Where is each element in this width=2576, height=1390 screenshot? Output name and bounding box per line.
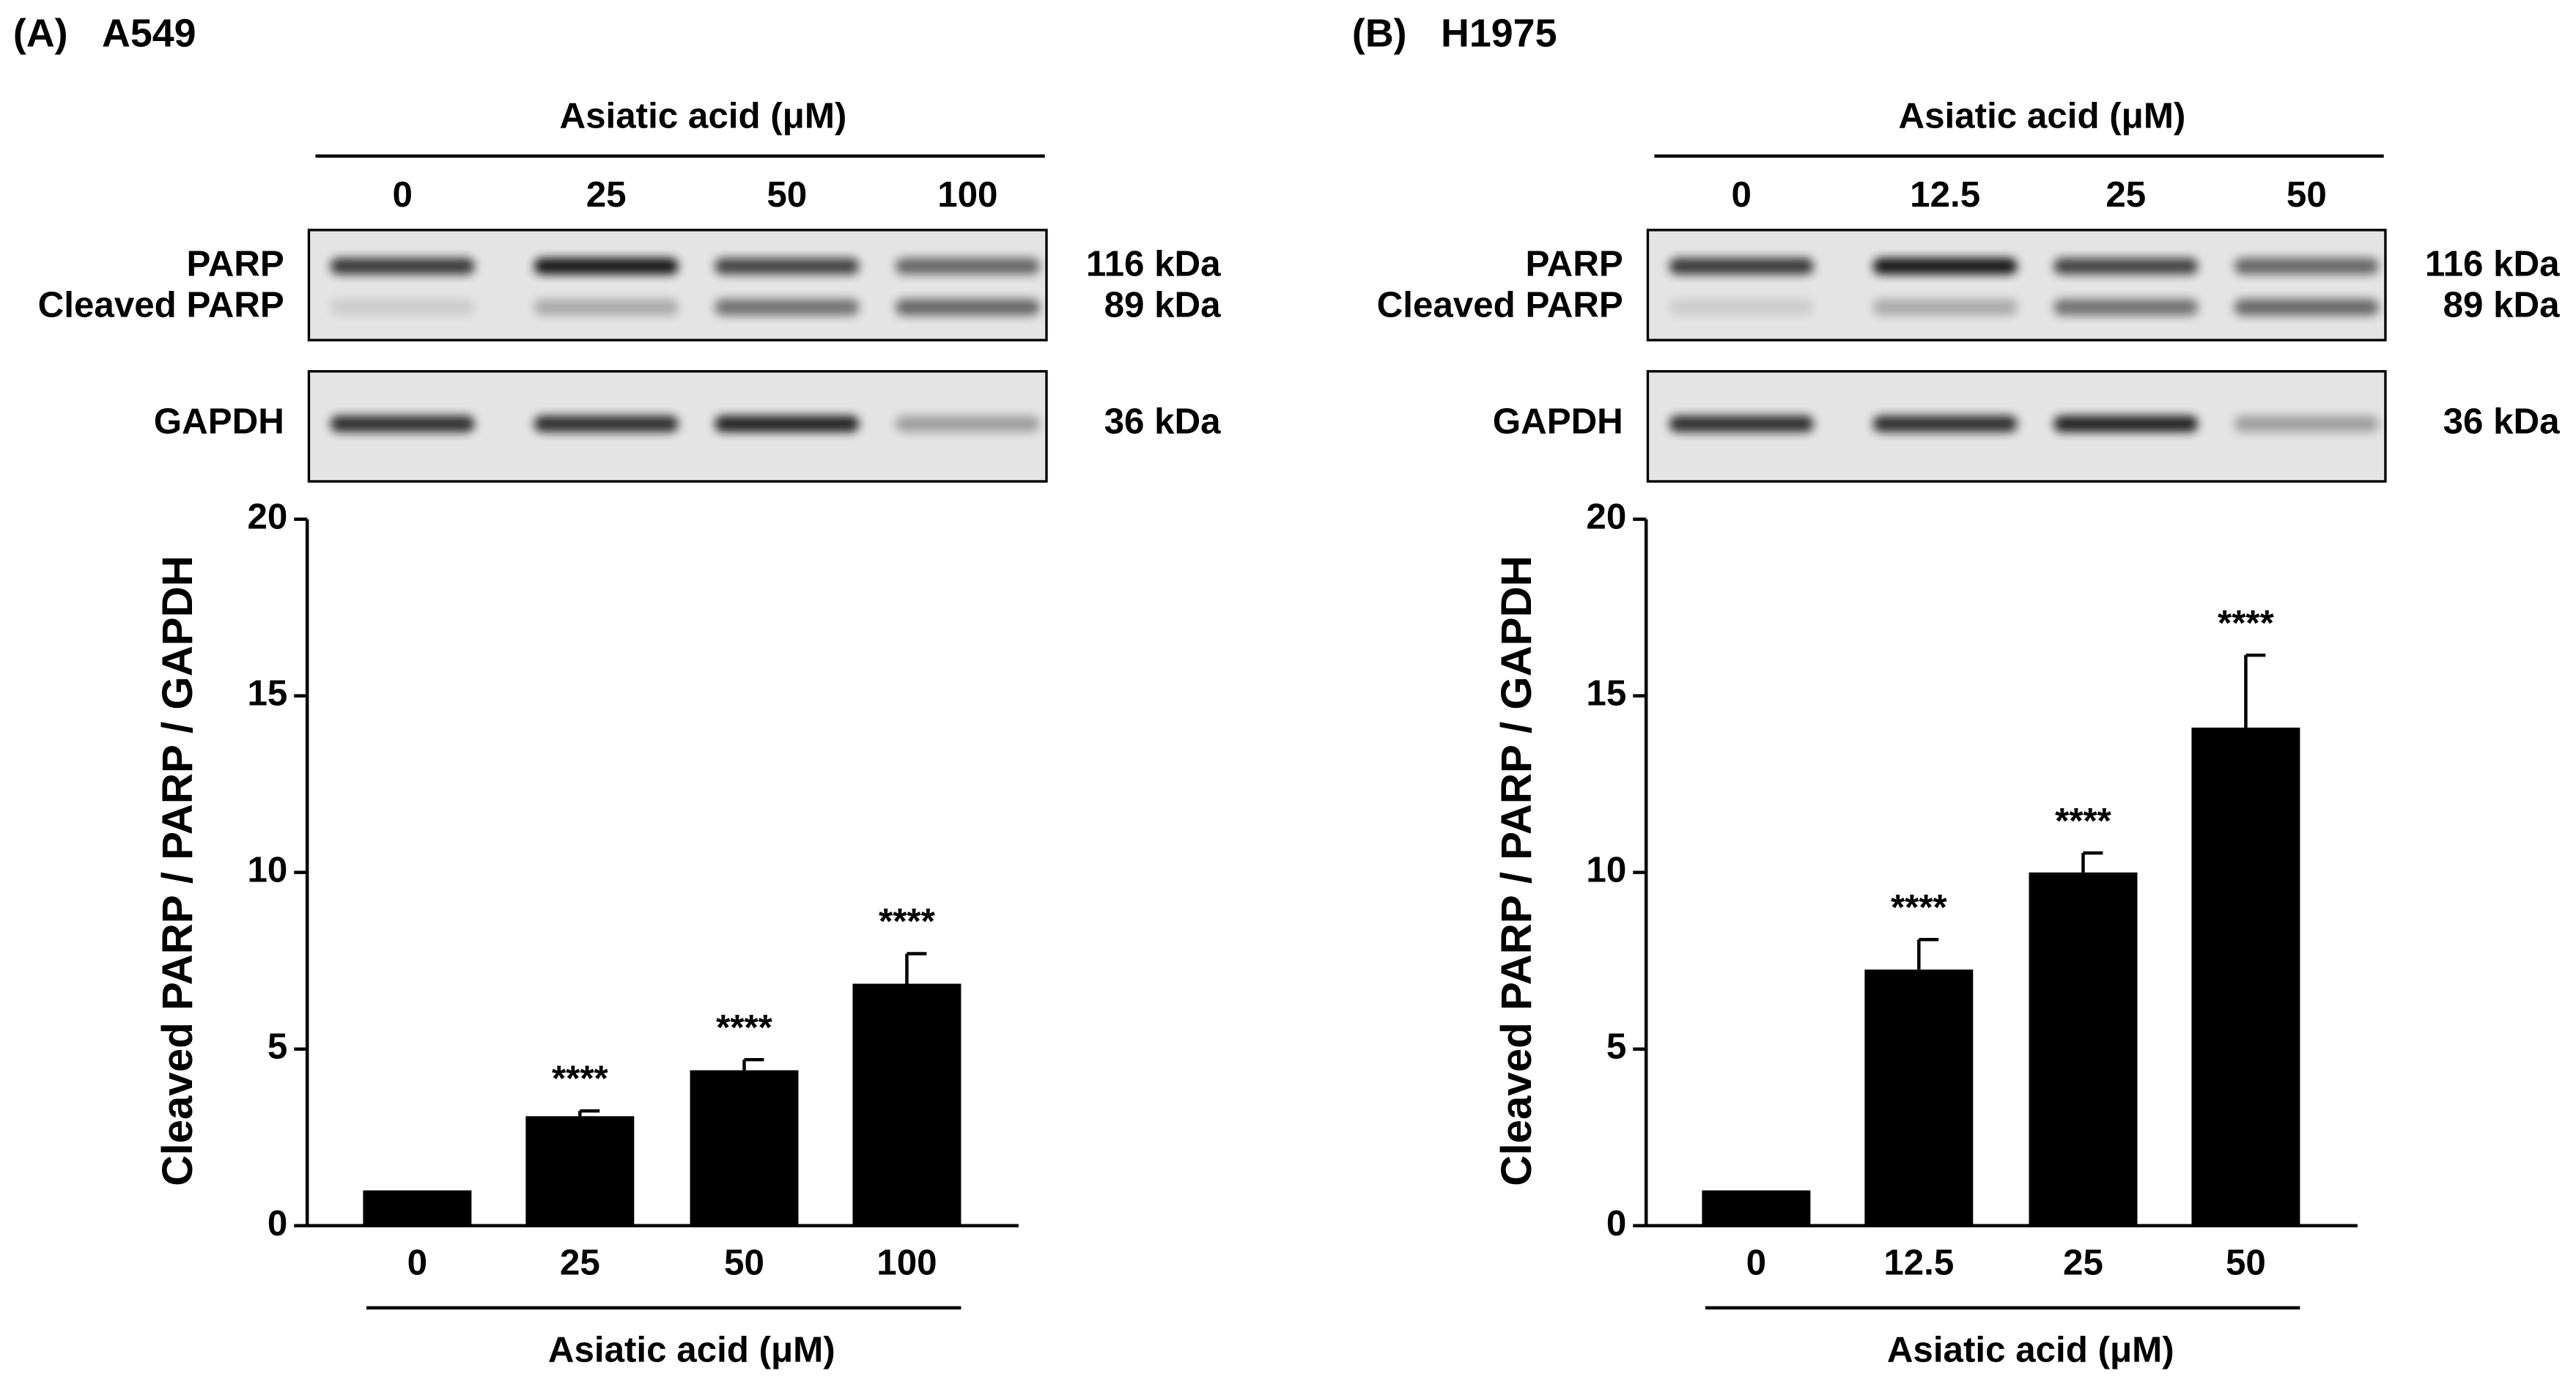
band-size: 116 kDa bbox=[1086, 243, 1221, 284]
band bbox=[715, 299, 860, 316]
band-label: PARP bbox=[1525, 243, 1623, 284]
lane-label: 25 bbox=[2106, 174, 2146, 215]
lane-label: 25 bbox=[586, 174, 627, 215]
band bbox=[715, 258, 860, 275]
band bbox=[1872, 258, 2018, 275]
blot-box bbox=[307, 229, 1048, 341]
x-tick-label: 25 bbox=[560, 1243, 600, 1283]
significance: **** bbox=[552, 1059, 609, 1099]
band bbox=[1669, 415, 1814, 432]
band bbox=[895, 258, 1041, 275]
bar bbox=[2191, 728, 2300, 1226]
band bbox=[1669, 299, 1814, 316]
band bbox=[2053, 415, 2199, 432]
y-tick-label: 10 bbox=[1586, 850, 1626, 890]
x-tick-label: 0 bbox=[1746, 1243, 1766, 1283]
bar bbox=[1702, 1190, 1811, 1226]
bar bbox=[1864, 969, 1974, 1226]
panel-title: H1975 bbox=[1441, 12, 1557, 56]
bar bbox=[2029, 872, 2138, 1226]
band-size: 89 kDa bbox=[2443, 284, 2561, 325]
significance: **** bbox=[716, 1008, 773, 1048]
band-size: 36 kDa bbox=[1104, 402, 1222, 442]
blot-header: Asiatic acid (μM) bbox=[560, 95, 847, 136]
band bbox=[2053, 258, 2199, 275]
x-tick-label: 25 bbox=[2063, 1243, 2103, 1283]
band bbox=[715, 415, 860, 432]
x-tick-label: 50 bbox=[724, 1243, 764, 1283]
x-tick-label: 12.5 bbox=[1883, 1243, 1954, 1283]
band bbox=[330, 258, 475, 275]
band-label: GAPDH bbox=[154, 402, 284, 442]
lane-label: 50 bbox=[767, 174, 807, 215]
lane-label: 0 bbox=[393, 174, 413, 215]
panel-title: A549 bbox=[102, 12, 196, 56]
significance: **** bbox=[1891, 887, 1948, 928]
y-tick-label: 20 bbox=[247, 497, 287, 537]
significance: **** bbox=[2055, 801, 2112, 841]
y-tick-label: 0 bbox=[267, 1203, 287, 1243]
band bbox=[2234, 258, 2379, 275]
x-tick-label: 0 bbox=[407, 1243, 427, 1283]
band-label: GAPDH bbox=[1493, 402, 1623, 442]
lane-label: 100 bbox=[937, 174, 997, 215]
y-tick-label: 15 bbox=[247, 673, 287, 714]
panel-label: (A) bbox=[13, 12, 68, 56]
y-tick-label: 20 bbox=[1586, 497, 1626, 537]
band bbox=[1872, 415, 2018, 432]
band-label: Cleaved PARP bbox=[38, 284, 284, 325]
band bbox=[534, 415, 679, 432]
band bbox=[895, 415, 1041, 432]
panel-label: (B) bbox=[1352, 12, 1407, 56]
band-label: PARP bbox=[186, 243, 284, 284]
significance: **** bbox=[2218, 603, 2275, 643]
y-tick-label: 5 bbox=[267, 1027, 287, 1067]
x-tick-label: 50 bbox=[2226, 1243, 2266, 1283]
band bbox=[2234, 415, 2379, 432]
band-size: 116 kDa bbox=[2425, 243, 2560, 284]
y-tick-label: 0 bbox=[1606, 1203, 1626, 1243]
band bbox=[534, 258, 679, 275]
y-tick-label: 10 bbox=[247, 850, 287, 890]
band bbox=[330, 415, 475, 432]
y-tick-label: 15 bbox=[1586, 673, 1626, 714]
bar bbox=[690, 1070, 799, 1226]
band-label: Cleaved PARP bbox=[1377, 284, 1623, 325]
bar bbox=[525, 1116, 635, 1226]
y-tick-label: 5 bbox=[1606, 1027, 1626, 1067]
band bbox=[534, 299, 679, 316]
significance: **** bbox=[879, 901, 936, 942]
x-axis-label: Asiatic acid (μM) bbox=[548, 1329, 835, 1369]
bar bbox=[363, 1190, 472, 1226]
blot-header: Asiatic acid (μM) bbox=[1899, 95, 2186, 136]
band bbox=[895, 299, 1041, 316]
band bbox=[330, 299, 475, 316]
lane-label: 0 bbox=[1731, 174, 1751, 215]
x-axis-label: Asiatic acid (μM) bbox=[1887, 1329, 2174, 1369]
x-tick-label: 100 bbox=[876, 1243, 937, 1283]
lane-label: 12.5 bbox=[1910, 174, 1980, 215]
band-size: 36 kDa bbox=[2443, 402, 2561, 442]
band bbox=[1669, 258, 1814, 275]
lane-label: 50 bbox=[2287, 174, 2327, 215]
y-axis-label: Cleaved PARP / PARP / GAPDH bbox=[154, 555, 202, 1186]
band bbox=[2234, 299, 2379, 316]
band bbox=[2053, 299, 2199, 316]
bar bbox=[852, 983, 962, 1226]
y-axis-label: Cleaved PARP / PARP / GAPDH bbox=[1493, 555, 1540, 1186]
blot-box bbox=[1646, 229, 2387, 341]
band bbox=[1872, 299, 2018, 316]
band-size: 89 kDa bbox=[1104, 284, 1222, 325]
